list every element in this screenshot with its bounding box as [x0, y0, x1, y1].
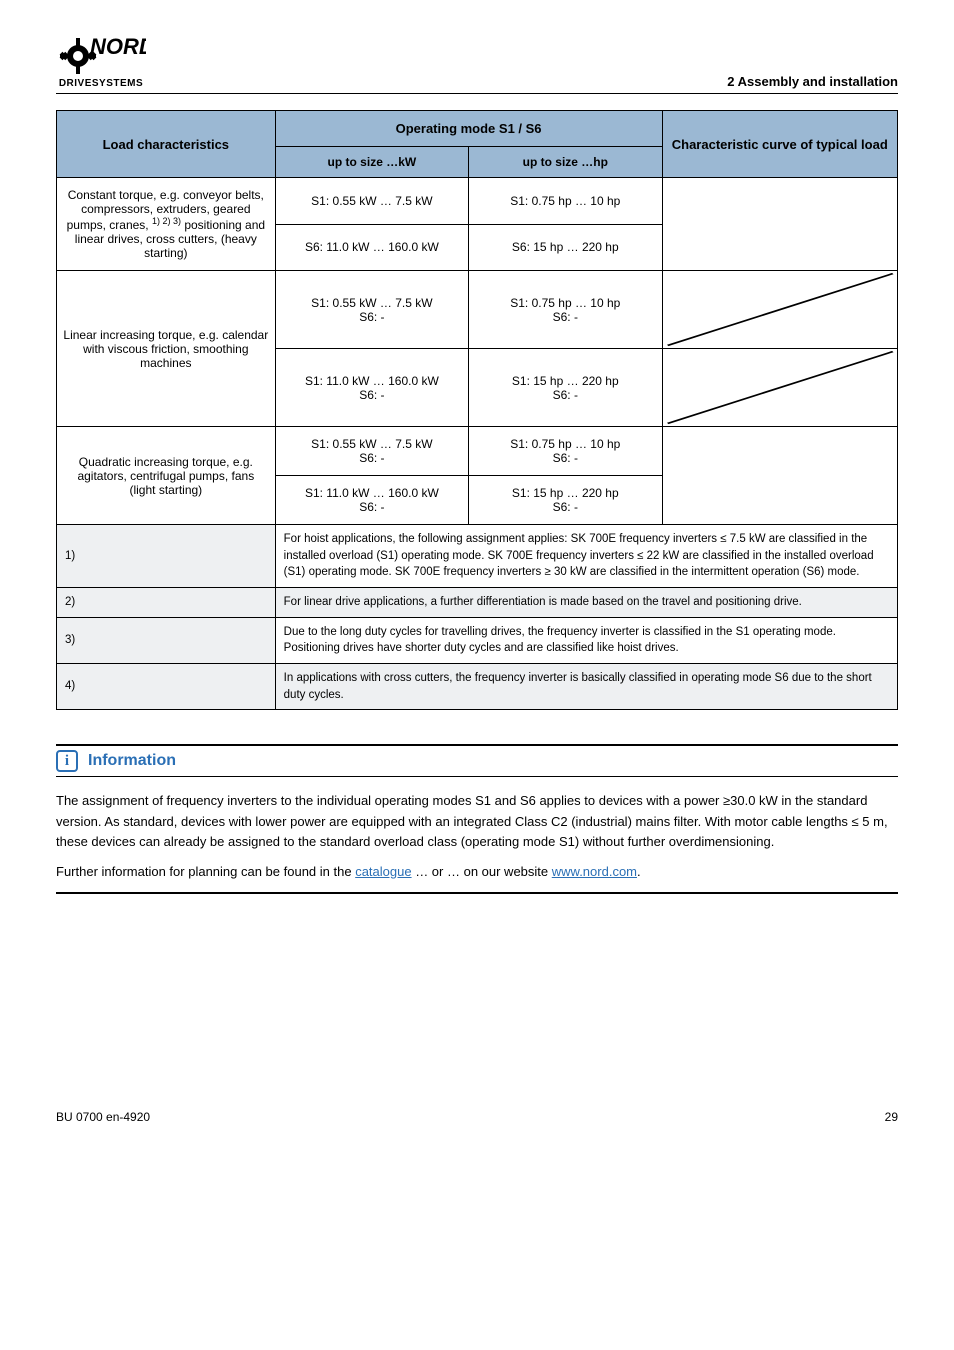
note-key: 3): [57, 617, 276, 663]
svg-text:NORD: NORD: [90, 34, 146, 59]
cell-kw: S1: 0.55 kW … 7.5 kW: [275, 178, 468, 225]
curve-cell: [662, 178, 898, 271]
col-header-load: Load characteristics: [57, 111, 276, 178]
info-paragraph: The assignment of frequency inverters to…: [56, 791, 898, 851]
cell-kw: S1: 11.0 kW … 160.0 kW S6: -: [275, 349, 468, 427]
load-label: Quadratic increasing torque, e.g. agitat…: [57, 427, 276, 525]
brand-logo: NORD DRIVESYSTEMS: [56, 32, 146, 89]
cell-hp: S6: 15 hp … 220 hp: [469, 224, 662, 271]
info-box: i Information The assignment of frequenc…: [56, 744, 898, 894]
col-header-mode: Operating mode S1 / S6: [275, 111, 662, 147]
load-characteristics-table: Load characteristics Operating mode S1 /…: [56, 110, 898, 710]
col-header-hp: up to size …hp: [469, 147, 662, 178]
info-text: .: [637, 864, 641, 879]
note-text: Due to the long duty cycles for travelli…: [275, 617, 897, 663]
col-header-curve: Characteristic curve of typical load: [662, 111, 898, 178]
load-label: Linear increasing torque, e.g. calendar …: [57, 271, 276, 427]
load-label: Constant torque, e.g. conveyor belts, co…: [57, 178, 276, 271]
note-key: 1): [57, 525, 276, 588]
cell-hp: S1: 0.75 hp … 10 hp: [469, 178, 662, 225]
note-key: 2): [57, 588, 276, 618]
note-text: For hoist applications, the following as…: [275, 525, 897, 588]
cell-kw: S1: 0.55 kW … 7.5 kW S6: -: [275, 427, 468, 476]
linear-curve-icon: [663, 349, 898, 426]
page-footer: BU 0700 en-4920 29: [56, 1104, 898, 1124]
footer-page-number: 29: [885, 1110, 898, 1124]
curve-cell-linear: [662, 349, 898, 427]
curve-cell: [662, 427, 898, 525]
cell-kw: S6: 11.0 kW … 160.0 kW: [275, 224, 468, 271]
cell-hp: S1: 0.75 hp … 10 hp S6: -: [469, 427, 662, 476]
note-text: For linear drive applications, a further…: [275, 588, 897, 618]
info-paragraph-2: Further information for planning can be …: [56, 862, 898, 882]
note-key: 4): [57, 664, 276, 710]
info-body: The assignment of frequency inverters to…: [56, 777, 898, 894]
cell-hp: S1: 15 hp … 220 hp S6: -: [469, 349, 662, 427]
catalogue-link[interactable]: catalogue: [355, 864, 411, 879]
info-text: Further information for planning can be …: [56, 864, 355, 879]
note-text: In applications with cross cutters, the …: [275, 664, 897, 710]
cell-hp: S1: 15 hp … 220 hp S6: -: [469, 476, 662, 525]
cell-hp: S1: 0.75 hp … 10 hp S6: -: [469, 271, 662, 349]
linear-curve-icon: [663, 271, 898, 348]
col-header-kw: up to size …kW: [275, 147, 468, 178]
cell-kw: S1: 11.0 kW … 160.0 kW S6: -: [275, 476, 468, 525]
page-header: NORD DRIVESYSTEMS 2 Assembly and install…: [56, 32, 898, 94]
cell-kw: S1: 0.55 kW … 7.5 kW S6: -: [275, 271, 468, 349]
info-title: Information: [88, 752, 176, 770]
info-text: … or … on our website: [412, 864, 552, 879]
website-link[interactable]: www.nord.com: [552, 864, 637, 879]
section-title: 2 Assembly and installation: [727, 74, 898, 89]
logo-subtitle: DRIVESYSTEMS: [59, 78, 143, 89]
info-icon: i: [56, 750, 78, 772]
footer-doc-id: BU 0700 en-4920: [56, 1110, 150, 1124]
curve-cell-linear: [662, 271, 898, 349]
gear-icon: NORD: [56, 32, 146, 80]
